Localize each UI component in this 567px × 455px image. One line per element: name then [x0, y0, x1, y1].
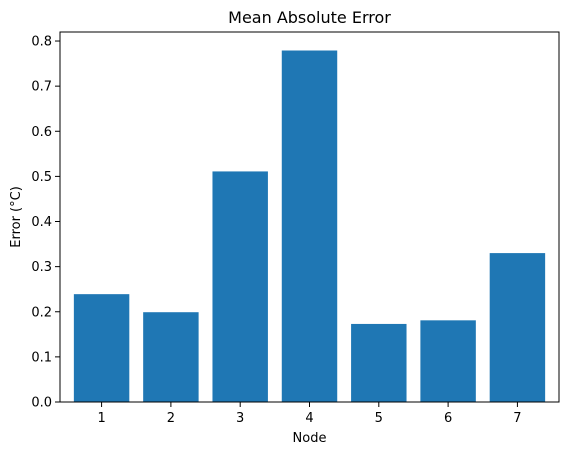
y-tick-label: 0.6	[31, 125, 52, 140]
y-axis-ticks: 0.0 0.1 0.2 0.3 0.4 0.5 0.6 0.7 0.8	[31, 35, 60, 411]
chart-title: Mean Absolute Error	[228, 8, 391, 27]
bars-group	[73, 50, 546, 402]
bar-node-7	[489, 253, 546, 402]
bar-node-3	[212, 171, 268, 402]
x-tick-label: 7	[513, 411, 521, 426]
y-tick-label: 0.7	[31, 80, 52, 95]
bar-node-6	[420, 320, 476, 402]
x-tick-label: 6	[444, 411, 452, 426]
bar-node-1	[73, 294, 130, 402]
plot-area-frame	[59, 31, 560, 403]
y-axis-label: Error (°C)	[9, 186, 24, 248]
x-tick-label: 3	[236, 411, 244, 426]
y-tick-label: 0.2	[31, 305, 52, 320]
bar-node-4	[281, 50, 338, 402]
x-axis-ticks: 1 2 3 4 5 6 7	[97, 402, 522, 426]
x-tick-label: 4	[305, 411, 313, 426]
y-tick-label: 0.8	[31, 35, 52, 50]
y-tick-label: 0.4	[31, 215, 52, 230]
y-tick-label: 0.5	[31, 170, 52, 185]
x-axis-label: Node	[293, 431, 327, 446]
x-tick-label: 2	[167, 411, 175, 426]
x-tick-label: 5	[375, 411, 383, 426]
bar-node-2	[143, 312, 199, 402]
y-tick-label: 0.0	[31, 396, 52, 411]
x-tick-label: 1	[97, 411, 105, 426]
y-tick-label: 0.1	[31, 350, 52, 365]
y-tick-label: 0.3	[31, 260, 52, 275]
bar-node-5	[351, 323, 407, 402]
